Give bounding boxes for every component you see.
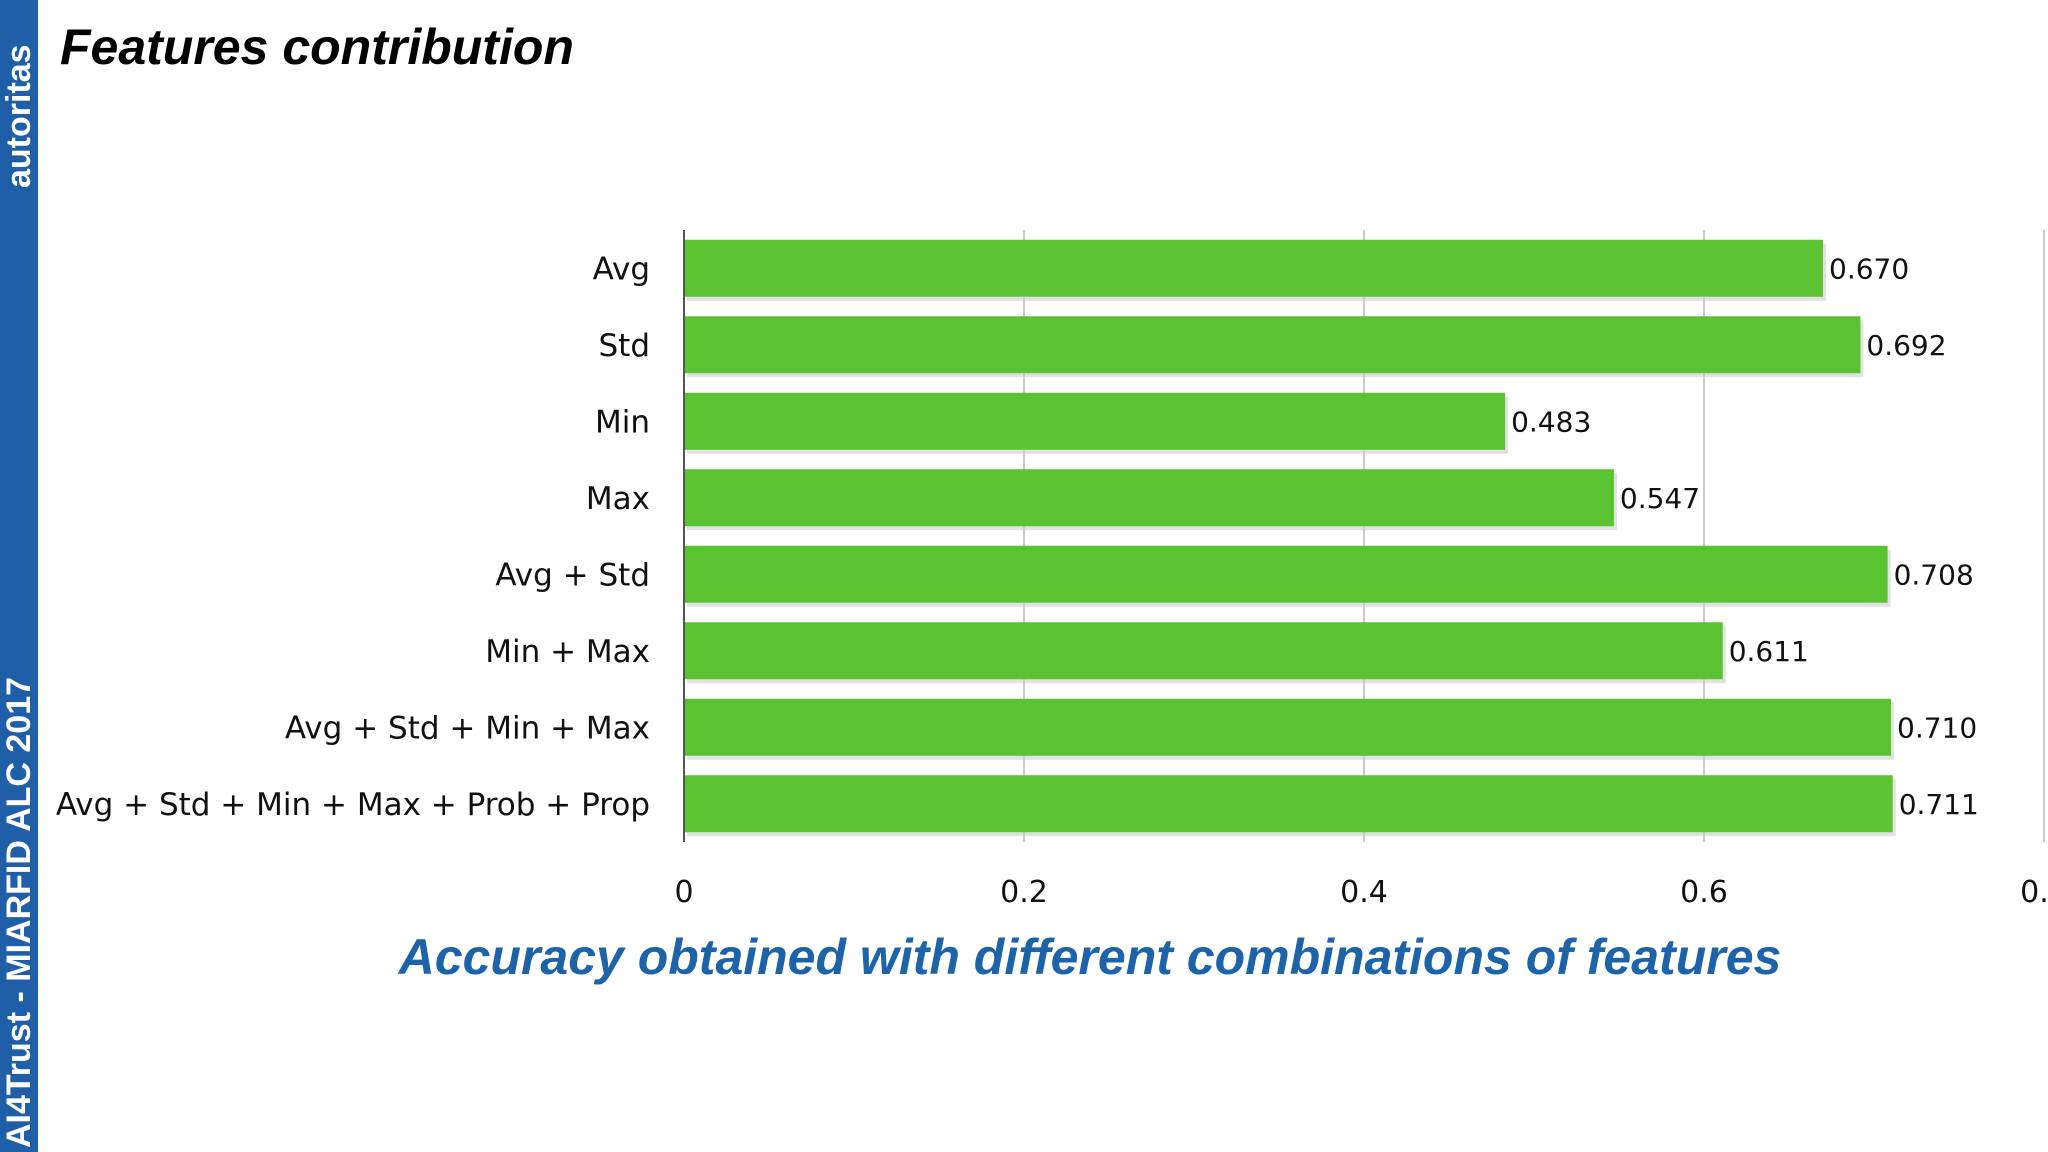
slide-title: Features contribution [60,19,574,75]
x-tick-label: 0 [674,875,693,910]
bar [684,239,1823,297]
bar [684,316,1861,374]
category-label: Std [598,328,650,364]
category-label: Avg + Std + Min + Max [285,710,650,746]
bar [684,392,1506,450]
category-label: Max [586,481,650,517]
bar [684,698,1891,756]
value-label: 0.483 [1511,405,1591,438]
category-label: Avg + Std + Min + Max + Prob + Prop [56,787,650,823]
x-tick-label: 0.6 [1680,875,1728,910]
category-label: Min [595,404,650,440]
value-label: 0.711 [1899,788,1979,821]
category-label: Min + Max [485,634,650,670]
x-axis-ticks: 0 0.2 0.4 0.6 0.8 [674,875,2048,910]
value-label: 0.611 [1729,635,1809,668]
bar [684,545,1888,603]
value-label: 0.547 [1620,482,1700,515]
bars [684,239,1896,837]
x-tick-label: 0.8 [2020,875,2048,910]
bar [684,775,1893,833]
bar [684,622,1723,680]
category-label: Avg [593,251,650,287]
value-label: 0.692 [1866,329,1946,362]
chart-caption: Accuracy obtained with different combina… [398,929,1782,985]
category-label: Avg + Std [495,557,650,593]
value-label: 0.670 [1829,252,1909,285]
value-label: 0.708 [1894,558,1974,591]
value-labels: 0.670 0.692 0.483 0.547 0.708 0.611 0.710 0.711 [1511,252,1979,821]
bar [684,469,1614,527]
category-labels: Avg Std Min Max Avg + Std Min + Max Avg + Std … [56,251,650,823]
x-tick-label: 0.2 [1000,875,1048,910]
value-label: 0.710 [1897,711,1977,744]
sidebar-band [0,0,38,1152]
x-tick-label: 0.4 [1340,875,1388,910]
